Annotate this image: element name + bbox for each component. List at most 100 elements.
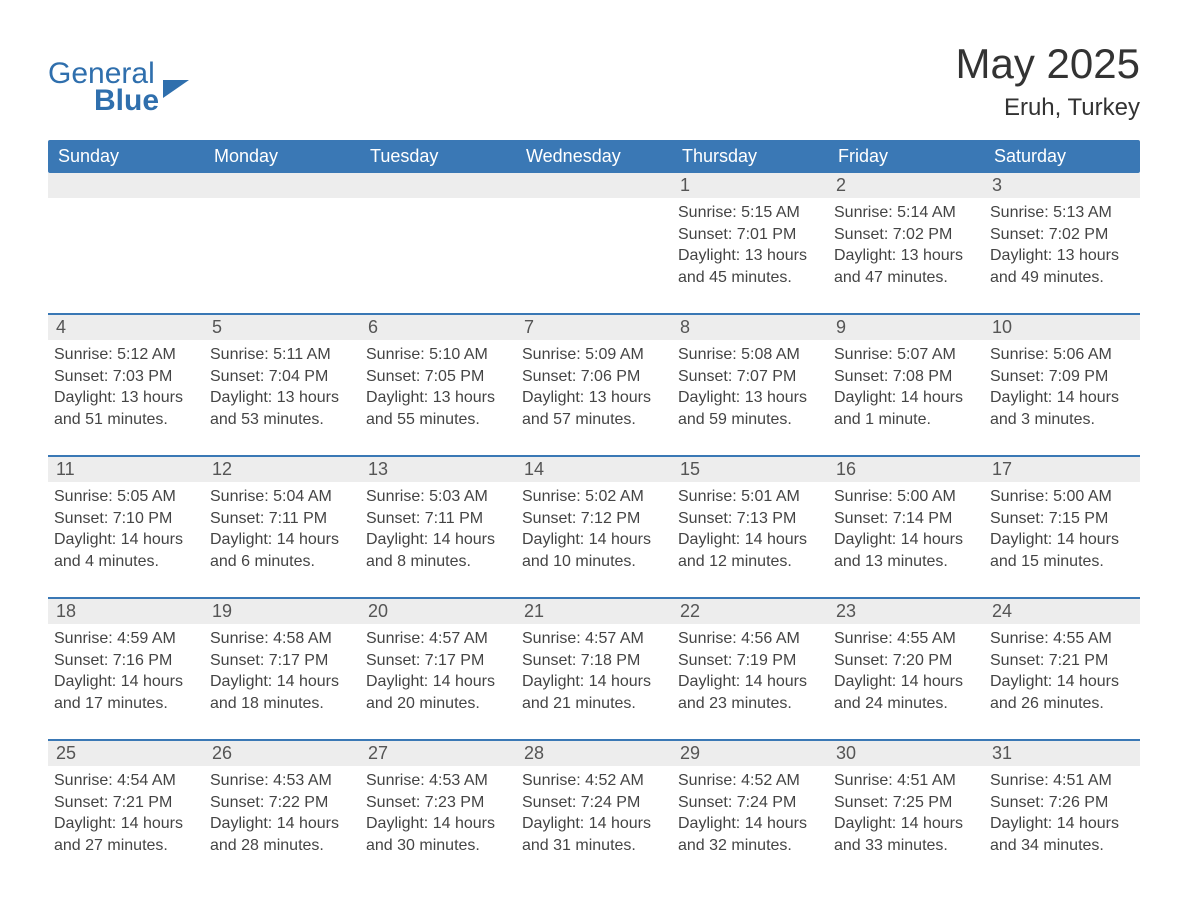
sunset-text: Sunset: 7:20 PM [834, 650, 978, 672]
calendar-day [360, 173, 516, 307]
weeks-container: 1Sunrise: 5:15 AMSunset: 7:01 PMDaylight… [48, 173, 1140, 875]
day-details: Sunrise: 4:57 AMSunset: 7:17 PMDaylight:… [360, 628, 516, 714]
calendar-week: 1 Sunrise: 5:15 AMSunset: 7:01 PMDaylight… [48, 173, 1140, 307]
sunrise-text: Sunrise: 5:15 AM [678, 202, 822, 224]
calendar-day [204, 173, 360, 307]
calendar-day: 10 Sunrise: 5:06 AMSunset: 7:09 PMDayligh… [984, 315, 1140, 449]
day-details: Sunrise: 5:12 AMSunset: 7:03 PMDaylight:… [48, 344, 204, 430]
day-details: Sunrise: 5:11 AMSunset: 7:04 PMDaylight:… [204, 344, 360, 430]
calendar-day: 9Sunrise: 5:07 AMSunset: 7:08 PMDaylight… [828, 315, 984, 449]
daylight-text: Daylight: 14 hours and 31 minutes. [522, 813, 666, 856]
sunset-text: Sunset: 7:17 PM [210, 650, 354, 672]
day-details: Sunrise: 5:05 AMSunset: 7:10 PMDaylight:… [48, 486, 204, 572]
day-details: Sunrise: 5:00 AMSunset: 7:14 PMDaylight:… [828, 486, 984, 572]
day-number: 5 [204, 315, 360, 340]
day-number: 13 [360, 457, 516, 482]
sunset-text: Sunset: 7:08 PM [834, 366, 978, 388]
day-number: 17 [984, 457, 1140, 482]
sunrise-text: Sunrise: 4:51 AM [990, 770, 1134, 792]
header-bar: General Blue May 2025 Eruh, Turkey [48, 40, 1140, 122]
calendar-day: 4 Sunrise: 5:12 AMSunset: 7:03 PMDaylight… [48, 315, 204, 449]
daylight-text: Daylight: 14 hours and 33 minutes. [834, 813, 978, 856]
sunrise-text: Sunrise: 5:14 AM [834, 202, 978, 224]
sunset-text: Sunset: 7:03 PM [54, 366, 198, 388]
day-details: Sunrise: 4:55 AMSunset: 7:21 PMDaylight:… [984, 628, 1140, 714]
calendar-week: 11 Sunrise: 5:05 AMSunset: 7:10 PMDayligh… [48, 455, 1140, 591]
calendar-day: 25Sunrise: 4:54 AMSunset: 7:21 PMDayligh… [48, 741, 204, 875]
sunset-text: Sunset: 7:21 PM [990, 650, 1134, 672]
calendar: Sunday Monday Tuesday Wednesday Thursday… [48, 140, 1140, 875]
day-details: Sunrise: 4:58 AMSunset: 7:17 PMDaylight:… [204, 628, 360, 714]
day-number [204, 173, 360, 198]
sunrise-text: Sunrise: 4:58 AM [210, 628, 354, 650]
day-details: Sunrise: 4:56 AMSunset: 7:19 PMDaylight:… [672, 628, 828, 714]
day-number: 25 [48, 741, 204, 766]
day-details: Sunrise: 4:52 AMSunset: 7:24 PMDaylight:… [516, 770, 672, 856]
day-number: 18 [48, 599, 204, 624]
daylight-text: Daylight: 14 hours and 1 minute. [834, 387, 978, 430]
calendar-week: 25 Sunrise: 4:54 AMSunset: 7:21 PM Dayligh… [48, 739, 1140, 875]
calendar-day: 13Sunrise: 5:03 AMSunset: 7:11 PMDayligh… [360, 457, 516, 591]
calendar-week: 18Sunrise: 4:59 AMSunset: 7:16 PMDayligh… [48, 597, 1140, 733]
day-number: 11 [48, 457, 204, 482]
day-number [360, 173, 516, 198]
sunrise-text: Sunrise: 5:09 AM [522, 344, 666, 366]
sunrise-text: Sunrise: 4:57 AM [366, 628, 510, 650]
daylight-text: Daylight: 13 hours and 53 minutes. [210, 387, 354, 430]
day-details: Sunrise: 4:55 AMSunset: 7:20 PMDaylight:… [828, 628, 984, 714]
sunset-text: Sunset: 7:24 PM [678, 792, 822, 814]
sunset-text: Sunset: 7:24 PM [522, 792, 666, 814]
sunset-text: Sunset: 7:05 PM [366, 366, 510, 388]
sunset-text: Sunset: 7:01 PM [678, 224, 822, 246]
sunrise-text: Sunrise: 4:52 AM [678, 770, 822, 792]
sunrise-text: Sunrise: 4:59 AM [54, 628, 198, 650]
sunrise-text: Sunrise: 5:00 AM [834, 486, 978, 508]
day-details: Sunrise: 5:00 AMSunset: 7:15 PMDaylight:… [984, 486, 1140, 572]
day-number: 4 [48, 315, 204, 340]
calendar-day: 17 Sunrise: 5:00 AMSunset: 7:15 PMDayligh… [984, 457, 1140, 591]
daylight-text: Daylight: 13 hours and 55 minutes. [366, 387, 510, 430]
calendar-day: 24Sunrise: 4:55 AMSunset: 7:21 PMDayligh… [984, 599, 1140, 733]
daylight-text: Daylight: 14 hours and 8 minutes. [366, 529, 510, 572]
day-number: 19 [204, 599, 360, 624]
daylight-text: Daylight: 14 hours and 20 minutes. [366, 671, 510, 714]
daylight-text: Daylight: 14 hours and 3 minutes. [990, 387, 1134, 430]
sunrise-text: Sunrise: 5:03 AM [366, 486, 510, 508]
calendar-day: 20Sunrise: 4:57 AMSunset: 7:17 PMDayligh… [360, 599, 516, 733]
sunrise-text: Sunrise: 4:54 AM [54, 770, 198, 792]
daylight-text: Daylight: 14 hours and 12 minutes. [678, 529, 822, 572]
sunrise-text: Sunrise: 4:55 AM [834, 628, 978, 650]
day-number: 23 [828, 599, 984, 624]
calendar-day: 23 Sunrise: 4:55 AMSunset: 7:20 PMDayligh… [828, 599, 984, 733]
day-number: 2 [828, 173, 984, 198]
day-details: Sunrise: 4:53 AMSunset: 7:23 PMDaylight:… [360, 770, 516, 856]
sunset-text: Sunset: 7:21 PM [54, 792, 198, 814]
calendar-day: 6Sunrise: 5:10 AMSunset: 7:05 PMDaylight… [360, 315, 516, 449]
sunrise-text: Sunrise: 4:56 AM [678, 628, 822, 650]
day-details: Sunrise: 5:06 AMSunset: 7:09 PMDaylight:… [984, 344, 1140, 430]
day-number: 10 [984, 315, 1140, 340]
day-details: Sunrise: 4:53 AMSunset: 7:22 PMDaylight:… [204, 770, 360, 856]
sunset-text: Sunset: 7:14 PM [834, 508, 978, 530]
sunrise-text: Sunrise: 4:55 AM [990, 628, 1134, 650]
sunset-text: Sunset: 7:11 PM [210, 508, 354, 530]
daylight-text: Daylight: 14 hours and 24 minutes. [834, 671, 978, 714]
daylight-text: Daylight: 13 hours and 45 minutes. [678, 245, 822, 288]
sunrise-text: Sunrise: 5:13 AM [990, 202, 1134, 224]
daylight-text: Daylight: 14 hours and 15 minutes. [990, 529, 1134, 572]
sunrise-text: Sunrise: 4:52 AM [522, 770, 666, 792]
brand-text: General Blue [48, 60, 159, 114]
daylight-text: Daylight: 14 hours and 30 minutes. [366, 813, 510, 856]
day-details: Sunrise: 5:02 AMSunset: 7:12 PMDaylight:… [516, 486, 672, 572]
sunset-text: Sunset: 7:02 PM [990, 224, 1134, 246]
calendar-day: 26Sunrise: 4:53 AMSunset: 7:22 PMDayligh… [204, 741, 360, 875]
day-number: 1 [672, 173, 828, 198]
sunrise-text: Sunrise: 4:53 AM [366, 770, 510, 792]
daylight-text: Daylight: 14 hours and 32 minutes. [678, 813, 822, 856]
daylight-text: Daylight: 14 hours and 17 minutes. [54, 671, 198, 714]
sunrise-text: Sunrise: 5:04 AM [210, 486, 354, 508]
calendar-day: 19 Sunrise: 4:58 AMSunset: 7:17 PMDayligh… [204, 599, 360, 733]
sunset-text: Sunset: 7:18 PM [522, 650, 666, 672]
day-details: Sunrise: 5:09 AMSunset: 7:06 PMDaylight:… [516, 344, 672, 430]
calendar-day [48, 173, 204, 307]
